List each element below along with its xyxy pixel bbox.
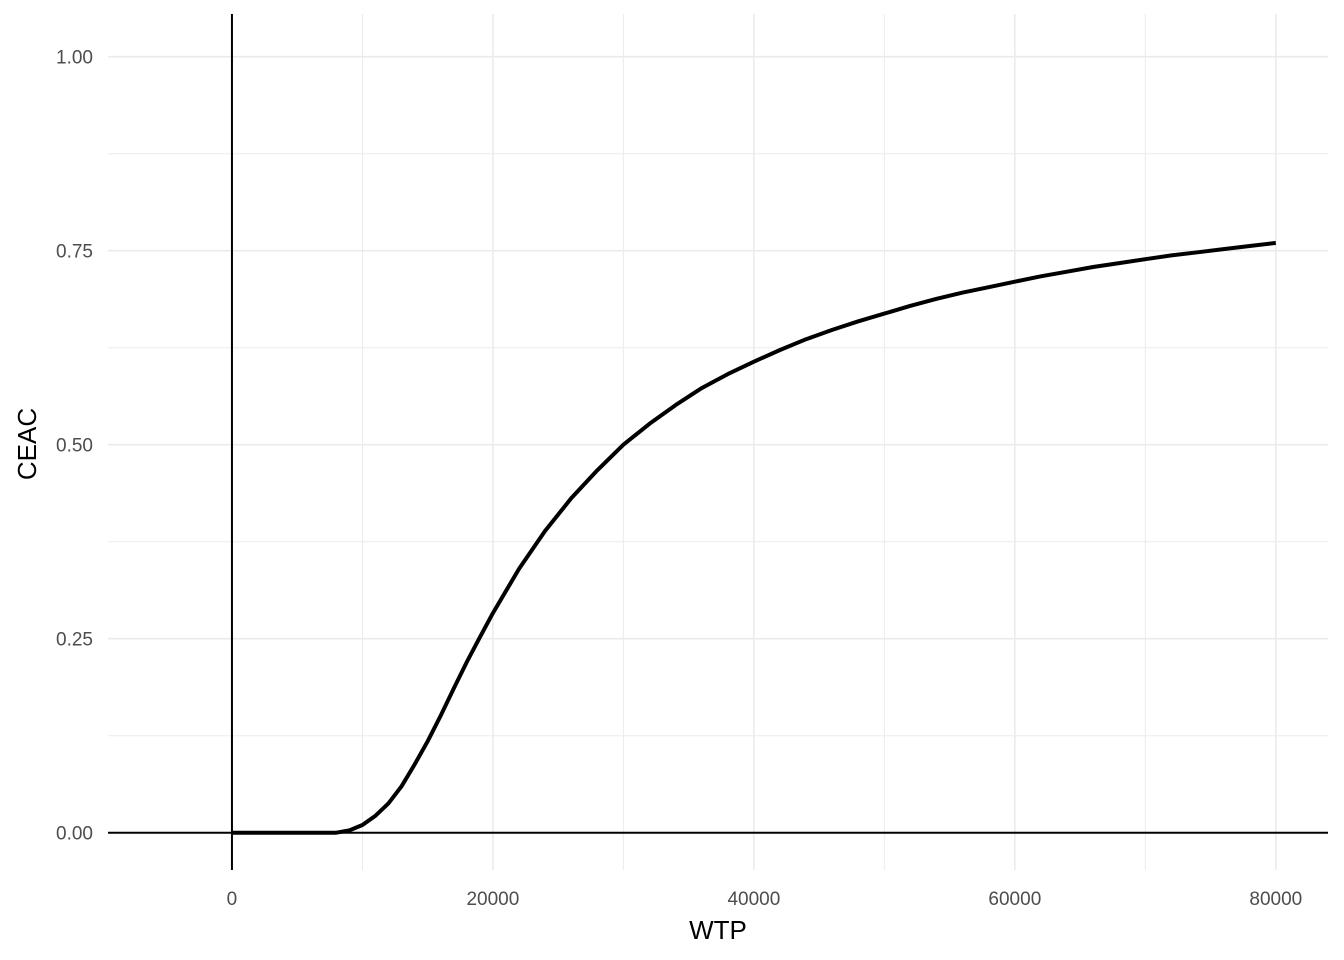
x-tick-label: 60000 <box>988 889 1041 910</box>
y-tick-label: 0.25 <box>56 630 93 651</box>
x-axis-tick-labels: 0 20000 40000 60000 80000 <box>227 889 1303 910</box>
grid-lines <box>108 14 1328 870</box>
x-tick-label: 40000 <box>727 889 780 910</box>
y-tick-label: 0.50 <box>56 436 93 457</box>
series-layer <box>232 240 1277 835</box>
y-axis-title: CEAC <box>12 408 42 480</box>
y-tick-label: 0.00 <box>56 824 93 845</box>
y-tick-label: 0.75 <box>56 242 93 263</box>
x-axis-title: WTP <box>689 915 747 945</box>
y-axis-tick-labels: 0.00 0.25 0.50 0.75 1.00 <box>56 48 93 845</box>
x-tick-label: 0 <box>227 889 238 910</box>
ceac-series-line <box>232 240 1277 835</box>
x-tick-label: 80000 <box>1249 889 1302 910</box>
y-tick-label: 1.00 <box>56 48 93 69</box>
x-tick-label: 20000 <box>466 889 519 910</box>
